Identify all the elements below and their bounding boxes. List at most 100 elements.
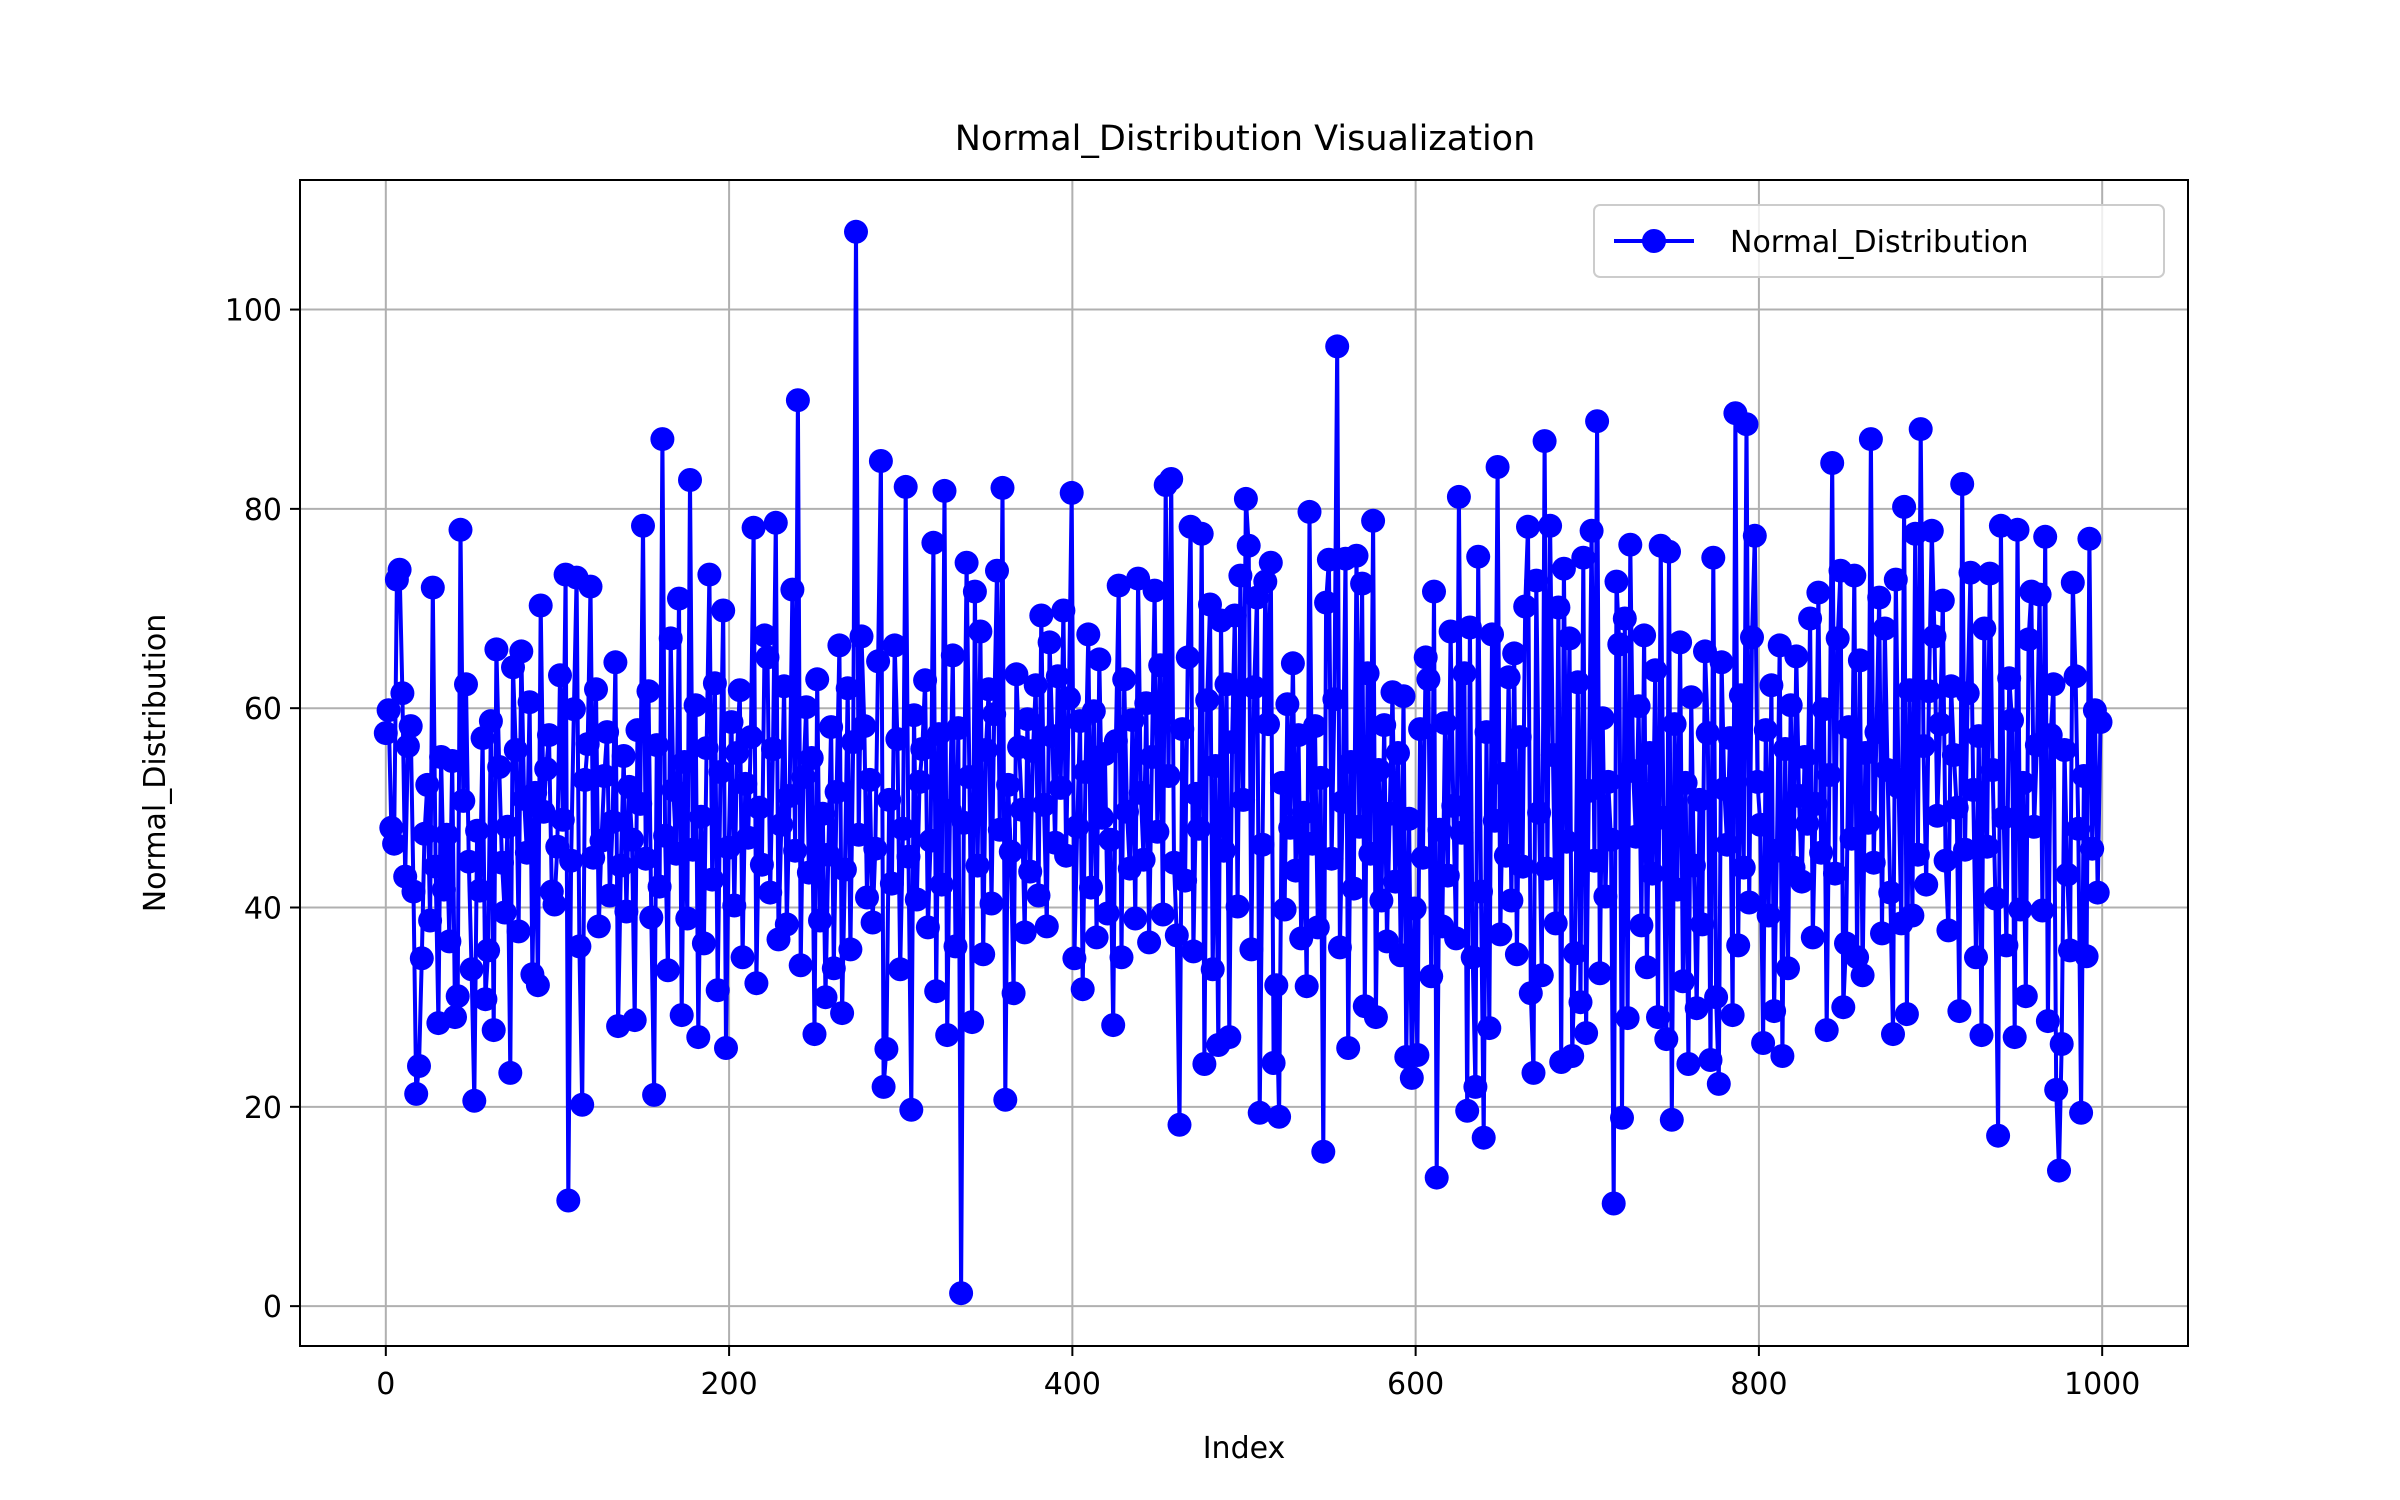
data-point bbox=[932, 478, 957, 503]
data-point bbox=[926, 722, 951, 747]
data-point bbox=[1233, 486, 1258, 511]
data-point bbox=[1823, 861, 1847, 886]
data-point bbox=[628, 791, 653, 816]
data-point bbox=[727, 678, 752, 703]
x-tick-label: 1000 bbox=[2064, 1367, 2140, 1402]
data-point bbox=[2016, 627, 2041, 652]
data-point bbox=[431, 877, 456, 902]
data-point bbox=[1764, 838, 1789, 863]
data-point bbox=[1256, 712, 1280, 737]
data-point bbox=[1657, 539, 1681, 564]
data-point bbox=[810, 801, 835, 826]
data-point bbox=[1571, 545, 1596, 570]
data-point bbox=[1408, 717, 1433, 742]
data-point bbox=[1391, 684, 1416, 709]
data-point bbox=[1101, 1013, 1126, 1038]
data-point bbox=[1914, 872, 1939, 897]
data-point bbox=[1325, 334, 1350, 359]
data-point bbox=[409, 946, 434, 971]
data-point bbox=[1081, 699, 1106, 724]
data-point bbox=[2085, 880, 2110, 905]
y-tick-label: 40 bbox=[244, 892, 282, 927]
data-point bbox=[1303, 714, 1327, 739]
data-point bbox=[487, 755, 512, 779]
data-point bbox=[1009, 797, 1034, 822]
data-point bbox=[1784, 644, 1809, 669]
data-point bbox=[772, 674, 797, 699]
data-point bbox=[879, 871, 904, 896]
data-point bbox=[1457, 615, 1482, 640]
data-point bbox=[1966, 724, 1991, 749]
data-point bbox=[465, 818, 490, 843]
data-point bbox=[1435, 863, 1460, 888]
data-point bbox=[1026, 883, 1051, 908]
data-point bbox=[1610, 1105, 1634, 1130]
data-point bbox=[412, 821, 437, 846]
data-point bbox=[783, 838, 808, 863]
data-point bbox=[733, 771, 758, 796]
data-point bbox=[719, 710, 744, 735]
data-point bbox=[2066, 816, 2091, 841]
data-point bbox=[1242, 675, 1267, 700]
data-point bbox=[965, 853, 990, 878]
data-point bbox=[492, 900, 517, 925]
data-point bbox=[749, 852, 774, 877]
data-point bbox=[835, 676, 860, 701]
data-point bbox=[708, 760, 733, 784]
data-point bbox=[1975, 834, 2000, 859]
data-point bbox=[694, 736, 719, 761]
data-point bbox=[1347, 814, 1372, 839]
x-tick-label: 400 bbox=[1044, 1367, 1101, 1402]
data-point bbox=[639, 905, 664, 930]
data-point bbox=[2005, 517, 2030, 542]
data-point bbox=[595, 720, 620, 745]
data-point bbox=[1607, 632, 1632, 657]
data-point bbox=[763, 510, 788, 535]
data-point bbox=[575, 732, 600, 757]
data-point bbox=[644, 733, 669, 758]
data-point bbox=[1056, 686, 1081, 711]
data-point bbox=[1225, 894, 1250, 919]
data-point bbox=[913, 668, 938, 693]
data-point bbox=[2052, 738, 2077, 762]
data-point bbox=[1670, 969, 1695, 994]
data-point bbox=[1239, 937, 1264, 962]
data-point bbox=[1864, 720, 1889, 745]
data-point bbox=[1861, 850, 1886, 875]
data-point bbox=[1538, 513, 1563, 538]
data-point bbox=[1228, 563, 1253, 588]
data-point bbox=[1527, 800, 1552, 825]
data-point bbox=[445, 984, 470, 1009]
data-point bbox=[1587, 961, 1612, 986]
data-point bbox=[1712, 776, 1737, 801]
data-point bbox=[1397, 806, 1422, 831]
data-point bbox=[1471, 1125, 1496, 1150]
data-point bbox=[1886, 774, 1911, 799]
data-point bbox=[761, 737, 785, 761]
data-point bbox=[1045, 664, 1070, 689]
data-point bbox=[376, 698, 401, 723]
data-point bbox=[1145, 819, 1170, 844]
data-point bbox=[1336, 1036, 1361, 1060]
data-point bbox=[1983, 886, 2008, 911]
data-point bbox=[1065, 814, 1090, 839]
data-point bbox=[2002, 1025, 2027, 1050]
data-point bbox=[1621, 759, 1646, 783]
data-point bbox=[1059, 480, 1084, 505]
data-point bbox=[1950, 472, 1975, 496]
data-point bbox=[597, 883, 622, 908]
data-point bbox=[1128, 780, 1153, 805]
data-point bbox=[667, 586, 691, 611]
data-point bbox=[1997, 666, 2022, 691]
data-point bbox=[650, 427, 675, 452]
data-point bbox=[1463, 1074, 1488, 1099]
data-point bbox=[1715, 832, 1740, 857]
data-point bbox=[1305, 915, 1330, 940]
data-point bbox=[1847, 648, 1872, 673]
data-point bbox=[467, 878, 492, 903]
data-point bbox=[1377, 801, 1402, 826]
data-point bbox=[550, 807, 575, 832]
data-point bbox=[1134, 691, 1159, 716]
data-point bbox=[2088, 710, 2113, 735]
data-point bbox=[1123, 906, 1148, 931]
